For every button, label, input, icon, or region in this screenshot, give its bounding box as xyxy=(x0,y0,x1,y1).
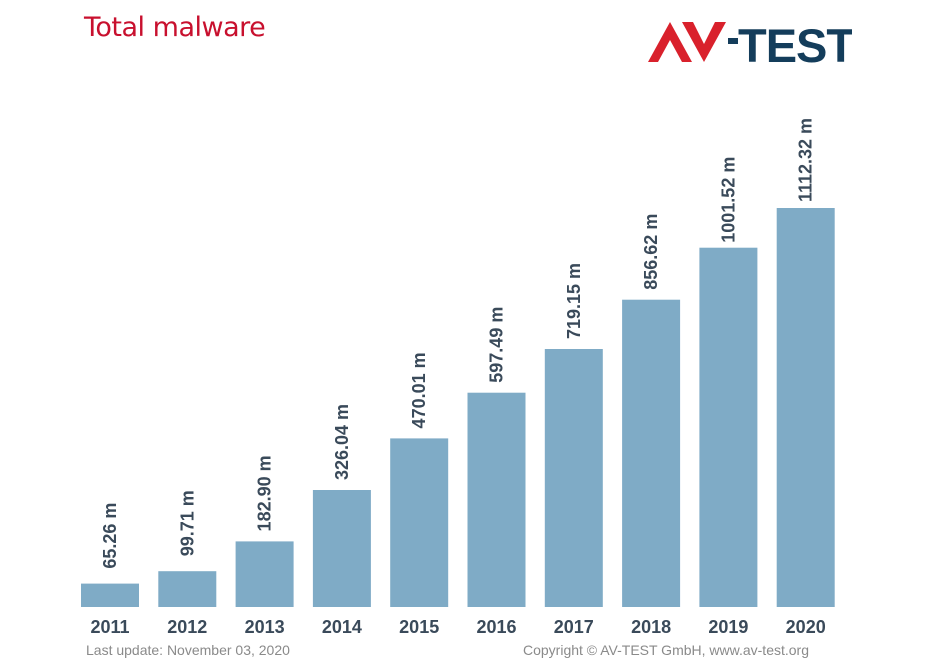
value-label-2011: 65.26 m xyxy=(100,503,120,569)
x-tick-2013: 2013 xyxy=(245,617,285,637)
x-tick-2015: 2015 xyxy=(399,617,439,637)
value-label-2019: 1001.52 m xyxy=(718,157,738,243)
bar-2011 xyxy=(81,583,139,607)
bar-2017 xyxy=(544,349,603,607)
x-tick-2014: 2014 xyxy=(322,617,362,637)
bar-2014 xyxy=(312,490,371,607)
value-label-2014: 326.04 m xyxy=(332,404,352,480)
bar-2019 xyxy=(699,247,758,607)
bar-2013 xyxy=(235,541,294,607)
value-label-2013: 182.90 m xyxy=(255,455,275,531)
x-tick-2020: 2020 xyxy=(786,617,826,637)
x-tick-2019: 2019 xyxy=(708,617,748,637)
bar-2015 xyxy=(390,438,449,607)
bar-2018 xyxy=(622,299,681,607)
value-label-2017: 719.15 m xyxy=(564,263,584,339)
chart-title: Total malware xyxy=(84,12,266,43)
x-tick-2011: 2011 xyxy=(90,617,129,637)
copyright-text: Copyright © AV-TEST GmbH, www.av-test.or… xyxy=(523,642,809,658)
value-label-2015: 470.01 m xyxy=(409,352,429,428)
bar-2020 xyxy=(776,208,835,607)
bar-2012 xyxy=(158,571,217,607)
bar-2016 xyxy=(467,392,526,607)
value-label-2018: 856.62 m xyxy=(641,214,661,290)
av-test-logo: TEST xyxy=(648,19,852,72)
svg-text:TEST: TEST xyxy=(738,19,852,72)
value-label-2012: 99.71 m xyxy=(177,490,197,556)
value-label-2020: 1112.32 m xyxy=(796,118,816,202)
x-tick-2016: 2016 xyxy=(476,617,516,637)
x-tick-2012: 2012 xyxy=(167,617,207,637)
x-tick-2018: 2018 xyxy=(631,617,671,637)
value-label-2016: 597.49 m xyxy=(487,307,507,383)
x-tick-2017: 2017 xyxy=(554,617,594,637)
last-update-text: Last update: November 03, 2020 xyxy=(86,642,290,658)
